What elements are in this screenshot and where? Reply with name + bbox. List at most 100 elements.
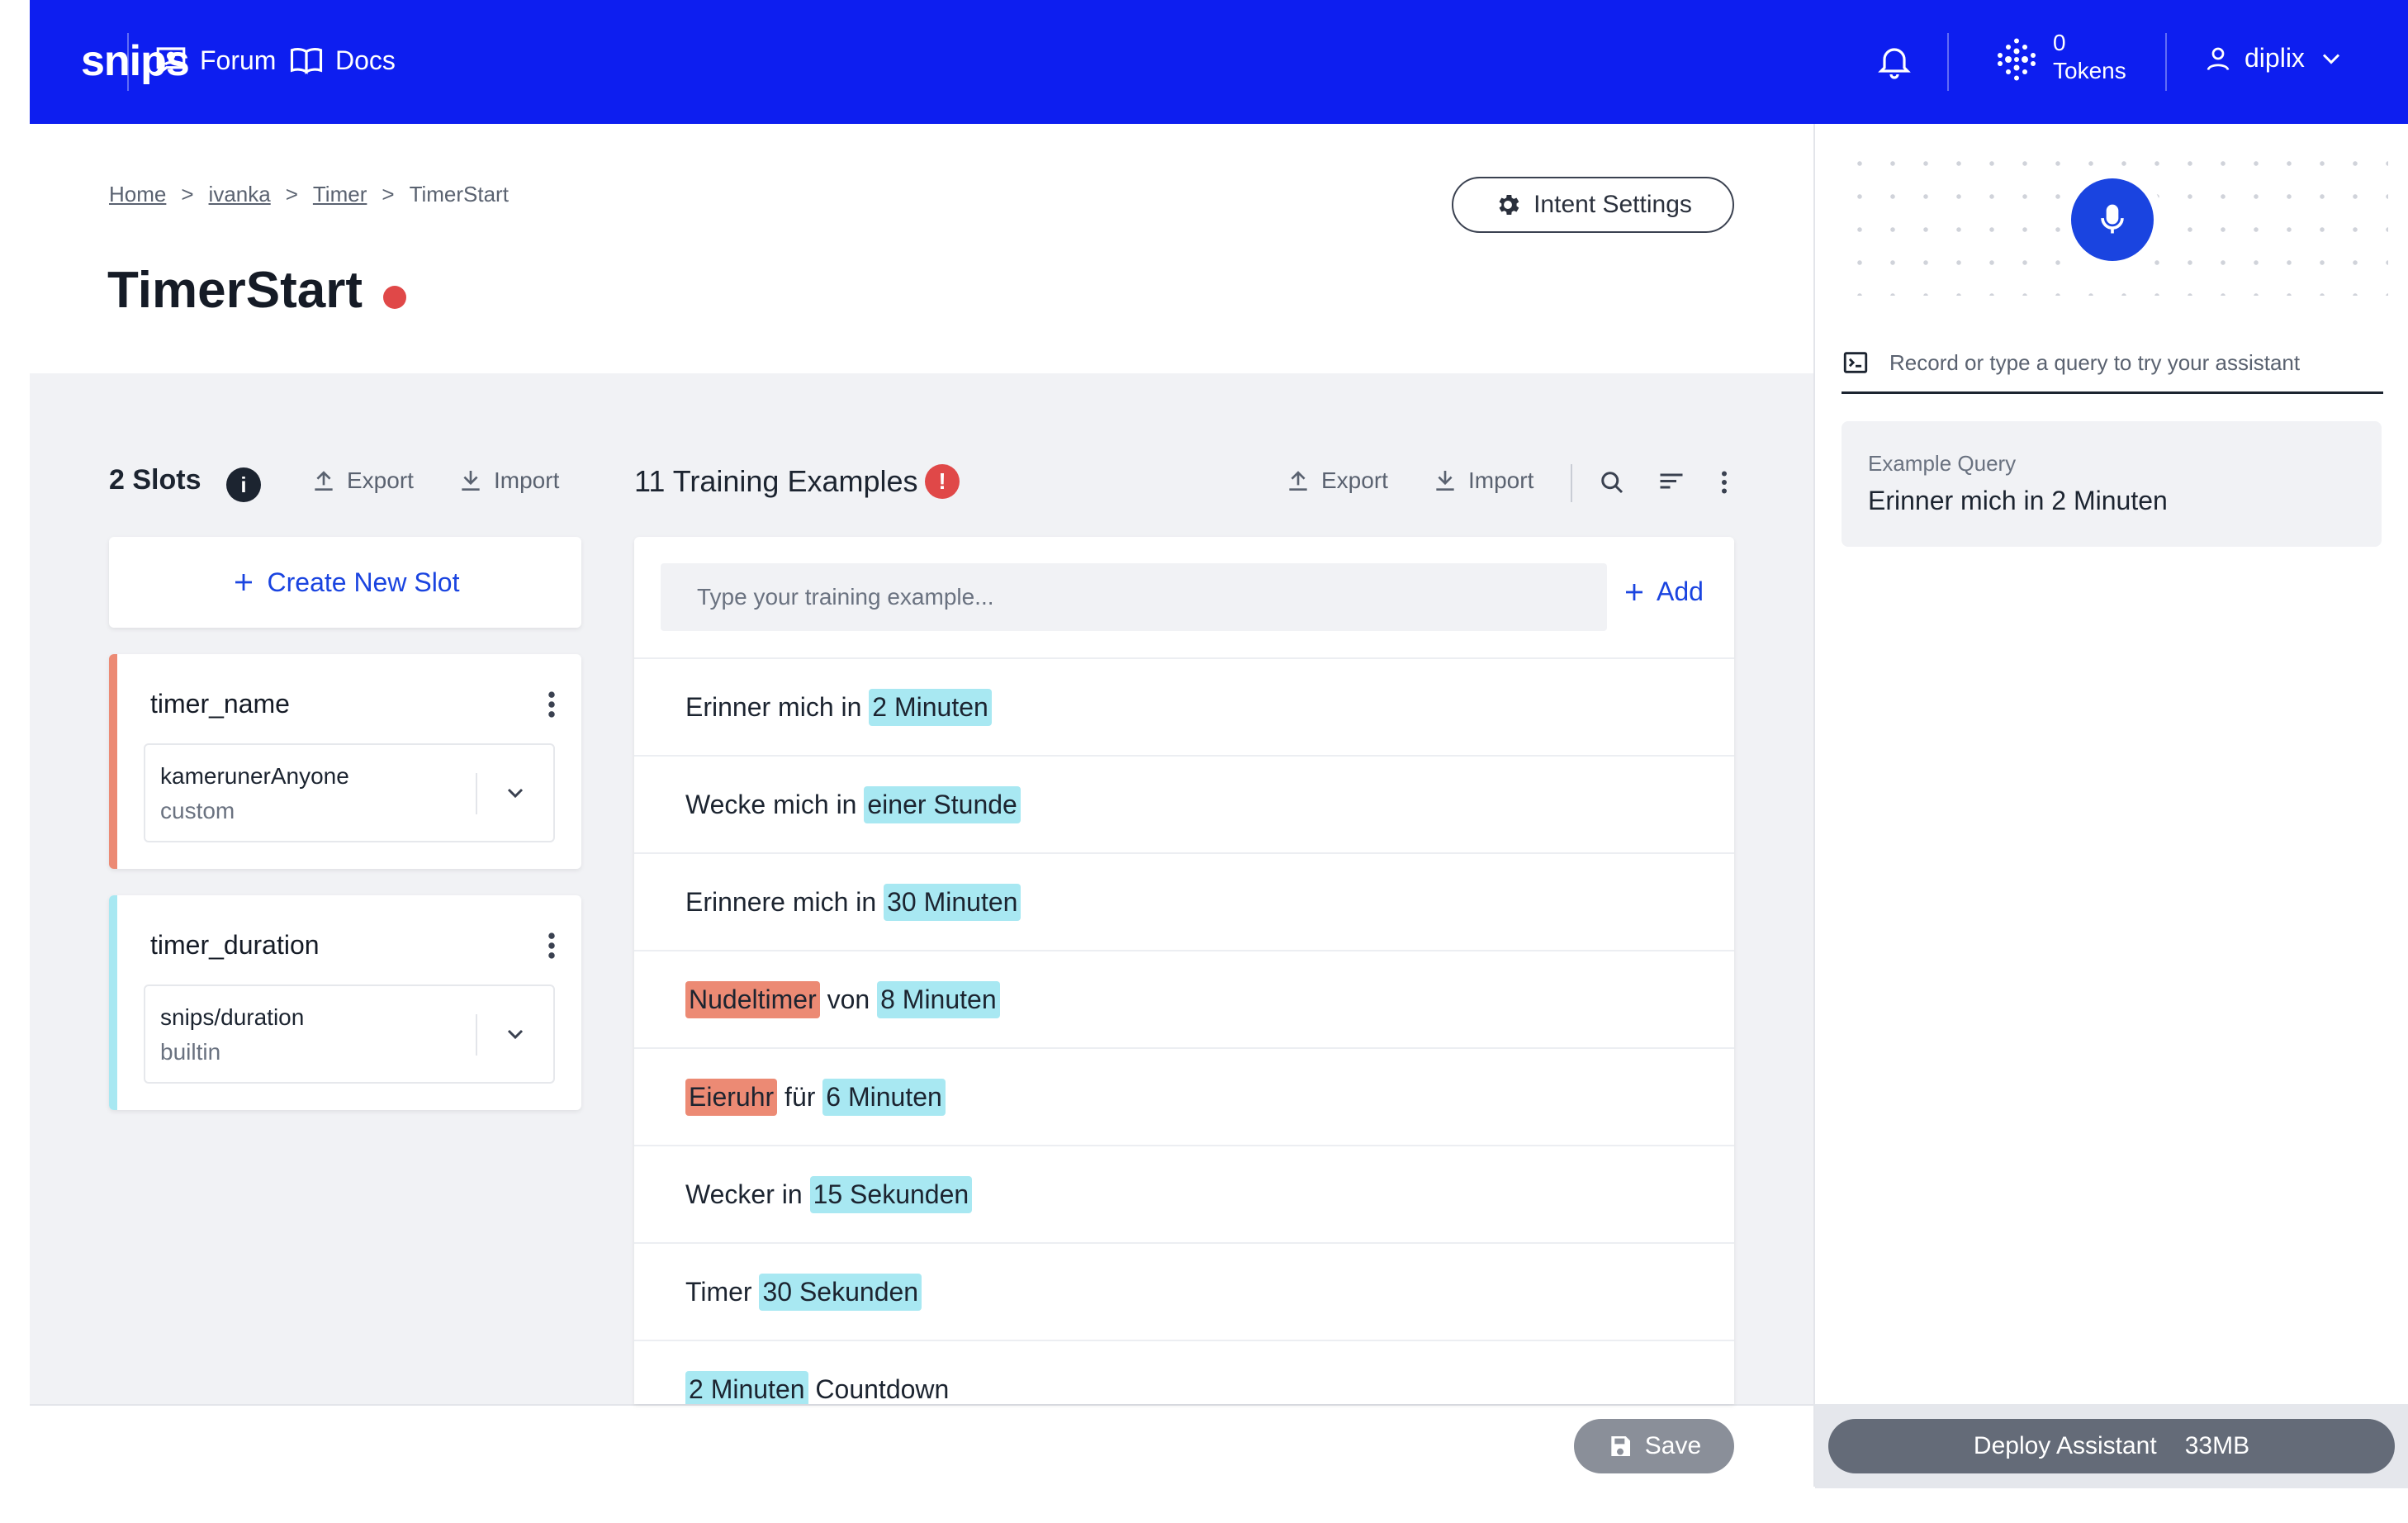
breadcrumb: Home > ivanka > Timer > TimerStart [109, 182, 509, 207]
nav-divider [127, 33, 129, 91]
breadcrumb-home[interactable]: Home [109, 182, 167, 206]
example-text: Wecker in [685, 1179, 810, 1209]
training-example-row[interactable]: 2 Minuten Countdown [634, 1340, 1734, 1404]
slot-chip-duration: 30 Minuten [884, 883, 1022, 921]
training-example-row[interactable]: Nudeltimer von 8 Minuten [634, 950, 1734, 1047]
slot-chip-duration: 6 Minuten [822, 1078, 946, 1116]
training-examples-list: Erinner mich in 2 Minuten Wecke mich in e… [634, 657, 1734, 1404]
deploy-size: 33MB [2184, 1432, 2250, 1459]
save-label: Save [1644, 1432, 1702, 1459]
user-name: diplix [2244, 43, 2305, 73]
training-example-row[interactable]: Wecker in 15 Sekunden [634, 1145, 1734, 1242]
nav-forum-label: Forum [200, 45, 277, 75]
slot-type-select[interactable]: kamerunerAnyone custom [144, 743, 555, 842]
plus-icon [1626, 583, 1642, 600]
breadcrumb-separator: > [382, 182, 395, 206]
chevron-down-icon [2322, 53, 2339, 64]
console-divider [1813, 124, 1815, 1487]
slot-chip-duration: 8 Minuten [877, 980, 1000, 1018]
sort-icon[interactable] [1657, 467, 1686, 497]
breadcrumb-separator: > [181, 182, 194, 206]
training-example-input[interactable] [661, 563, 1607, 631]
download-icon [1436, 471, 1454, 491]
warning-icon[interactable]: ! [925, 464, 960, 499]
upload-icon [315, 471, 333, 491]
microphone-button[interactable] [2071, 178, 2154, 261]
slot-color-stripe [109, 654, 117, 869]
example-text: Wecke mich in [685, 789, 865, 819]
slot-chip-name: Eieruhr [685, 1078, 778, 1116]
slot-chip-duration: 2 Minuten [869, 688, 992, 726]
slot-name[interactable]: timer_name [150, 689, 290, 719]
example-text: Erinner mich in [685, 691, 870, 722]
gear-icon [1499, 194, 1519, 216]
slot-type-kind: builtin [160, 1039, 221, 1065]
nav-forum-link[interactable]: Forum [154, 43, 276, 78]
slots-heading: 2 Slots [109, 464, 201, 496]
upload-icon [1289, 471, 1307, 491]
slot-chip-duration: einer Stunde [864, 785, 1021, 823]
training-example-row[interactable]: Eieruhr für 6 Minuten [634, 1047, 1734, 1145]
training-example-row[interactable]: Timer 30 Sekunden [634, 1242, 1734, 1340]
toolbar-divider [1571, 464, 1572, 502]
save-button[interactable]: Save [1574, 1419, 1734, 1473]
add-example-button[interactable]: Add [1622, 576, 1704, 607]
slot-chip-name: Nudeltimer [685, 980, 820, 1018]
training-example-row[interactable]: Erinnere mich in 30 Minuten [634, 852, 1734, 950]
user-menu[interactable]: diplix [2203, 43, 2346, 74]
slots-import-label: Import [494, 467, 560, 493]
slot-type-select[interactable]: snips/duration builtin [144, 984, 555, 1084]
tokens-count: 0 [2053, 30, 2066, 55]
training-export-label: Export [1321, 467, 1388, 493]
slots-export-label: Export [347, 467, 414, 493]
snips-logo[interactable]: snips [81, 37, 190, 85]
chevron-down-icon [507, 1029, 524, 1040]
example-query-label: Example Query [1868, 451, 2017, 476]
nav-docs-link[interactable]: Docs [289, 43, 396, 78]
training-import-label: Import [1468, 467, 1534, 493]
breadcrumb-user[interactable]: ivanka [208, 182, 271, 206]
intent-settings-button[interactable]: Intent Settings [1452, 177, 1734, 233]
slot-card: timer_name kamerunerAnyone custom [109, 654, 581, 869]
slot-color-stripe [109, 895, 117, 1110]
training-example-row[interactable]: Erinner mich in 2 Minuten [634, 657, 1734, 755]
create-new-slot-label: Create New Slot [267, 567, 460, 597]
slot-name[interactable]: timer_duration [150, 930, 320, 960]
slot-card: timer_duration snips/duration builtin [109, 895, 581, 1110]
slot-chip-duration: 15 Sekunden [809, 1175, 973, 1213]
slots-import-button[interactable]: Import [457, 467, 559, 494]
breadcrumb-app[interactable]: Timer [312, 182, 367, 206]
floppy-disk-icon [1611, 1436, 1630, 1456]
example-text: Countdown [808, 1374, 950, 1404]
select-divider [476, 773, 477, 814]
training-export-button[interactable]: Export [1285, 467, 1388, 494]
training-heading: 11 Training Examples [634, 464, 918, 498]
example-text: von [819, 984, 878, 1014]
search-icon[interactable] [1597, 467, 1627, 497]
example-text: Timer [685, 1276, 760, 1307]
slot-type-name: kamerunerAnyone [160, 763, 349, 789]
query-input[interactable] [1889, 340, 2385, 385]
slot-chip-duration: 2 Minuten [685, 1370, 808, 1404]
example-query-card[interactable]: Example Query Erinner mich in 2 Minuten [1842, 421, 2382, 547]
more-options-icon[interactable] [1709, 467, 1739, 497]
nav-divider [1947, 33, 1949, 91]
example-text: für [777, 1081, 823, 1112]
forum-icon [156, 47, 186, 75]
tokens-icon [1998, 38, 2036, 81]
training-example-row[interactable]: Wecke mich in einer Stunde [634, 755, 1734, 852]
create-new-slot-button[interactable]: Create New Slot [109, 537, 581, 628]
unsaved-status-dot [383, 286, 406, 309]
bell-icon[interactable] [1875, 41, 1914, 81]
example-query-text: Erinner mich in 2 Minuten [1868, 486, 2168, 515]
intent-settings-label: Intent Settings [1533, 191, 1692, 218]
slot-menu-icon[interactable] [547, 932, 557, 960]
info-icon[interactable]: i [226, 467, 261, 502]
tokens-label: Tokens [2053, 58, 2126, 83]
nav-docs-label: Docs [335, 45, 396, 75]
slot-menu-icon[interactable] [547, 690, 557, 719]
slots-export-button[interactable]: Export [310, 467, 414, 494]
training-import-button[interactable]: Import [1432, 467, 1533, 494]
deploy-assistant-button[interactable]: Deploy Assistant 33MB [1828, 1419, 2395, 1473]
